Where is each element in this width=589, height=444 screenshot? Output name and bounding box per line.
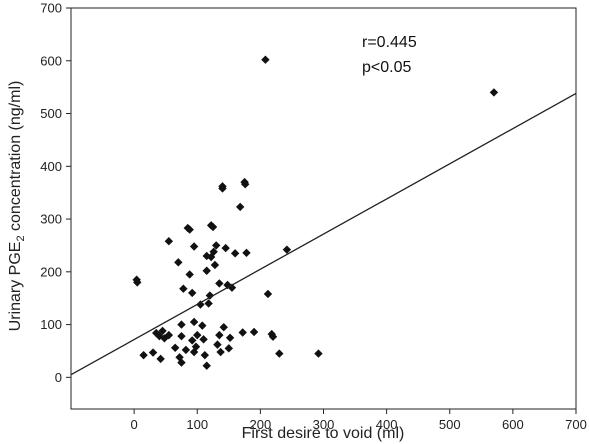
data-point bbox=[282, 245, 292, 254]
data-point bbox=[177, 331, 186, 341]
data-point bbox=[489, 88, 499, 97]
data-points bbox=[132, 55, 499, 370]
data-point bbox=[200, 350, 210, 360]
data-point bbox=[221, 243, 230, 253]
y-tick-label: 400 bbox=[40, 159, 62, 174]
x-tick-label: 100 bbox=[186, 417, 208, 432]
data-point bbox=[189, 317, 199, 327]
x-tick-label: 400 bbox=[376, 417, 398, 432]
data-point bbox=[225, 333, 235, 342]
data-point bbox=[241, 180, 250, 189]
data-point bbox=[208, 222, 218, 232]
data-point bbox=[314, 349, 323, 358]
axis-ticks: 0 100 200 300 400 500 600 700 0 100 200 300 400 500 60… bbox=[40, 1, 587, 433]
data-point bbox=[268, 332, 278, 341]
data-point bbox=[263, 289, 273, 299]
data-point bbox=[215, 279, 224, 288]
data-point bbox=[224, 344, 234, 353]
y-axis-title-prefix: Urinary PGE bbox=[7, 242, 24, 332]
data-point bbox=[275, 349, 284, 358]
y-tick-label: 200 bbox=[40, 264, 62, 279]
data-point bbox=[202, 266, 211, 275]
x-axis-title: First desire to void (ml) bbox=[242, 425, 405, 442]
data-point bbox=[188, 288, 197, 298]
data-point bbox=[210, 260, 220, 270]
data-point bbox=[185, 225, 194, 234]
data-point bbox=[177, 320, 186, 329]
data-point bbox=[139, 350, 148, 360]
data-point bbox=[218, 184, 227, 193]
data-point bbox=[191, 342, 201, 351]
data-point bbox=[156, 354, 165, 364]
data-point bbox=[215, 330, 224, 340]
data-point bbox=[230, 249, 240, 258]
y-tick-label: 300 bbox=[40, 212, 62, 227]
data-point bbox=[216, 347, 225, 357]
data-point bbox=[170, 343, 180, 352]
data-point bbox=[158, 326, 167, 336]
data-point bbox=[174, 258, 183, 267]
annotation-r: r=0.445 bbox=[362, 34, 417, 51]
plot-frame bbox=[70, 7, 577, 410]
x-tick-label: 300 bbox=[313, 417, 335, 432]
data-point bbox=[249, 327, 259, 337]
data-point bbox=[193, 330, 202, 340]
annotation-p: p<0.05 bbox=[362, 59, 411, 76]
y-tick-label: 600 bbox=[40, 53, 62, 68]
data-point bbox=[242, 248, 251, 258]
data-point bbox=[209, 247, 218, 256]
data-point bbox=[238, 328, 247, 337]
data-point bbox=[196, 300, 205, 309]
x-tick-label: 200 bbox=[250, 417, 272, 432]
data-point bbox=[261, 55, 270, 64]
data-point bbox=[133, 278, 142, 287]
plot-area: 0 100 200 300 400 500 600 700 0 100 200 300 400 500 60… bbox=[40, 1, 587, 433]
data-point bbox=[148, 348, 158, 357]
data-point bbox=[205, 291, 215, 300]
y-tick-label: 500 bbox=[40, 106, 62, 121]
trend-line bbox=[70, 92, 577, 376]
y-axis-title-subscript: 2 bbox=[15, 235, 27, 241]
data-point bbox=[211, 241, 221, 250]
data-point bbox=[177, 358, 186, 367]
data-point bbox=[198, 321, 207, 330]
data-point bbox=[185, 270, 194, 279]
data-point bbox=[204, 299, 213, 308]
y-tick-label: 100 bbox=[40, 317, 62, 332]
data-point bbox=[213, 340, 222, 349]
data-point bbox=[164, 237, 174, 246]
y-axis-title-suffix: concentration (ng/ml) bbox=[7, 81, 24, 236]
y-axis-title: Urinary PGE2 concentration (ng/ml) bbox=[7, 81, 27, 332]
x-tick-label: 0 bbox=[131, 417, 138, 432]
x-tick-label: 600 bbox=[502, 417, 524, 432]
data-point bbox=[164, 330, 174, 340]
data-point bbox=[219, 323, 228, 332]
data-point bbox=[179, 284, 188, 293]
data-point bbox=[202, 361, 211, 370]
data-point bbox=[181, 345, 191, 355]
data-point bbox=[235, 202, 245, 212]
y-tick-label: 700 bbox=[40, 1, 62, 16]
data-point bbox=[227, 283, 237, 292]
data-point bbox=[189, 242, 199, 251]
y-tick-label: 0 bbox=[55, 370, 62, 385]
data-point bbox=[199, 335, 208, 344]
x-tick-label: 500 bbox=[439, 417, 461, 432]
data-point bbox=[155, 331, 164, 341]
x-tick-label: 700 bbox=[565, 417, 587, 432]
data-point bbox=[188, 336, 197, 345]
